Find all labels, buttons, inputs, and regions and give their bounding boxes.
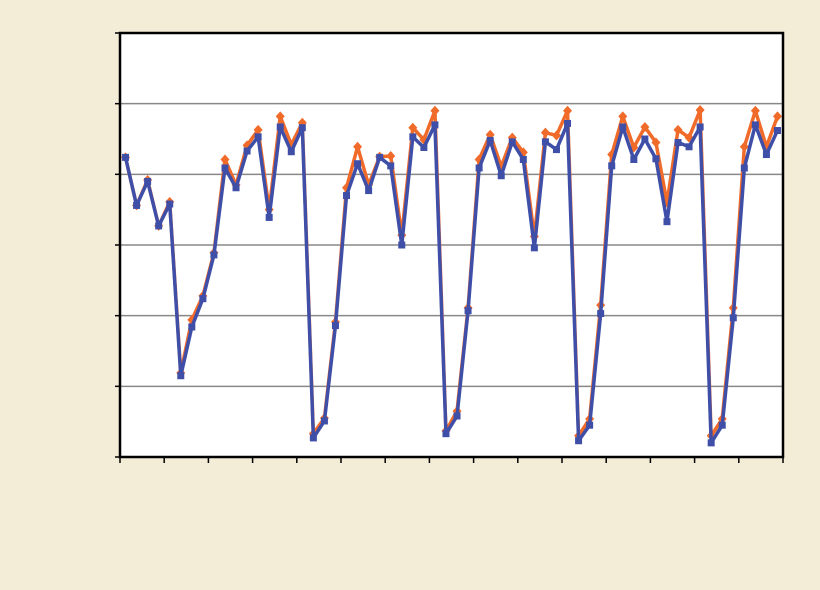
point — [540, 127, 550, 138]
point — [772, 111, 782, 122]
point — [331, 322, 339, 330]
point — [519, 155, 527, 163]
point — [652, 155, 660, 163]
series-line — [123, 108, 780, 438]
point — [641, 135, 649, 143]
point — [199, 295, 207, 303]
point — [696, 123, 704, 131]
point — [442, 430, 450, 438]
point — [464, 307, 472, 315]
point — [453, 412, 461, 420]
point — [220, 154, 230, 165]
point — [718, 421, 726, 429]
point — [552, 146, 560, 154]
point — [750, 105, 760, 116]
point — [586, 421, 594, 429]
point — [739, 141, 749, 152]
point — [309, 434, 317, 442]
point — [386, 150, 396, 161]
point — [408, 122, 418, 133]
point — [551, 130, 561, 141]
point — [253, 124, 263, 135]
point — [530, 244, 538, 252]
point — [155, 222, 163, 230]
point — [320, 417, 328, 425]
point — [729, 314, 737, 322]
point — [695, 105, 705, 116]
point — [597, 310, 605, 318]
point — [564, 119, 572, 127]
point — [144, 177, 152, 185]
point — [398, 241, 406, 249]
point — [773, 127, 781, 135]
point — [640, 121, 650, 132]
point — [618, 111, 628, 122]
point — [663, 218, 671, 226]
point — [265, 213, 273, 221]
point — [608, 162, 616, 170]
point — [619, 123, 627, 131]
point — [475, 164, 483, 172]
point — [707, 439, 715, 447]
point — [365, 187, 373, 195]
point — [630, 155, 638, 163]
point — [287, 148, 295, 156]
point — [486, 136, 494, 144]
point — [210, 251, 218, 259]
point — [563, 105, 573, 116]
point — [276, 123, 284, 131]
point — [387, 162, 395, 170]
point — [166, 200, 174, 208]
point — [188, 323, 196, 331]
point — [243, 147, 251, 155]
point — [762, 151, 770, 159]
point — [740, 164, 748, 172]
point — [343, 192, 351, 200]
point — [232, 184, 240, 192]
point — [354, 160, 362, 168]
point — [353, 141, 363, 152]
point — [685, 143, 693, 151]
point — [420, 143, 428, 151]
point — [275, 111, 285, 122]
point — [674, 139, 682, 147]
point — [651, 137, 661, 148]
point — [376, 153, 384, 161]
plot-border — [118, 31, 785, 459]
point — [497, 172, 505, 180]
point — [298, 124, 306, 132]
point — [430, 105, 440, 116]
point — [177, 372, 185, 380]
point — [508, 138, 516, 146]
point — [575, 437, 583, 445]
point — [122, 153, 130, 161]
point — [133, 201, 141, 209]
point — [673, 124, 683, 135]
point — [409, 133, 417, 141]
point — [221, 164, 229, 172]
point — [541, 138, 549, 146]
point — [254, 133, 262, 141]
point — [751, 121, 759, 129]
point — [431, 121, 439, 129]
